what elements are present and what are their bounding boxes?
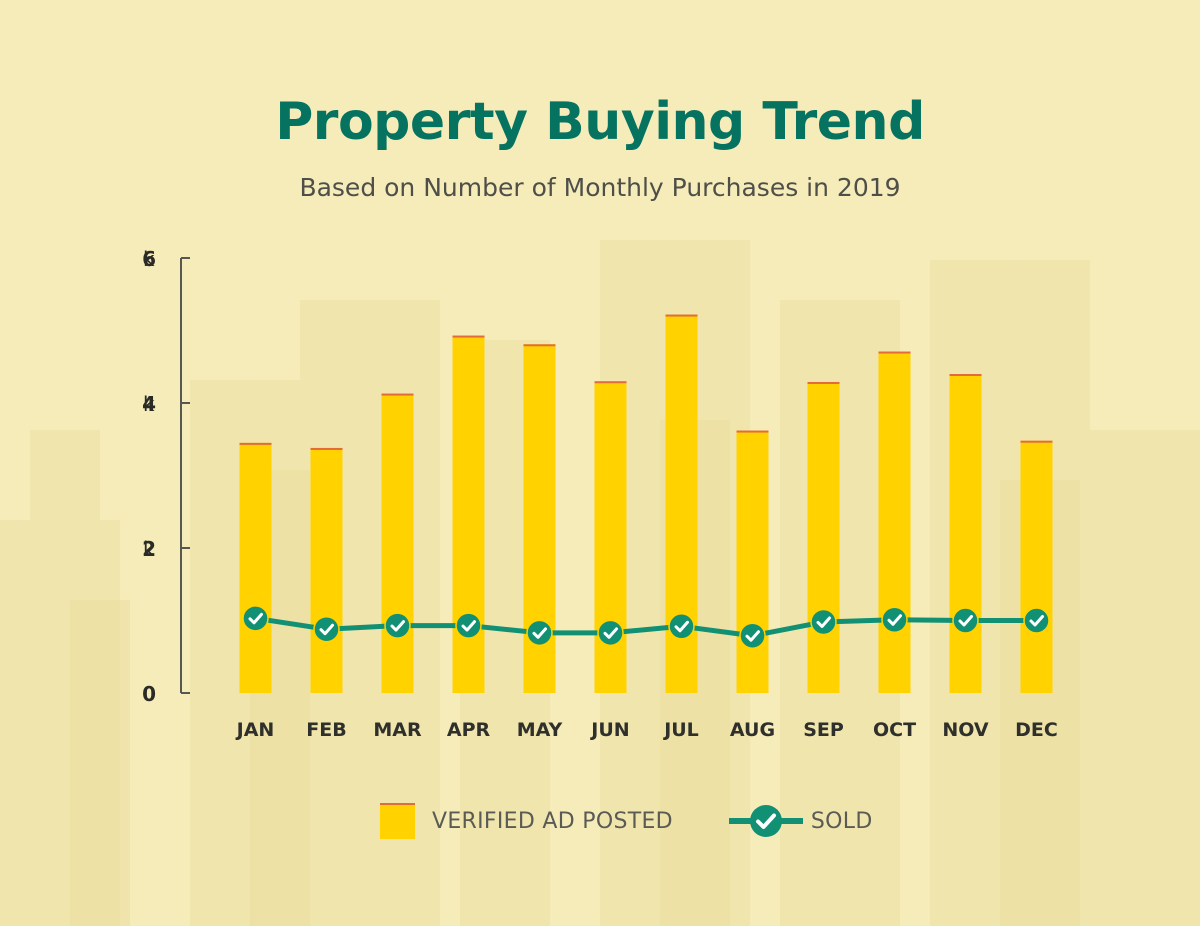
sold-line-layer [242,605,1050,649]
sold-marker [455,612,482,639]
x-tick-label-nov: NOV [942,719,989,741]
bar-cap-may [523,344,556,347]
bar-cap-aug [736,430,769,433]
check-icon [816,616,831,628]
bar-sep [807,381,840,693]
bar-cap-apr [452,335,485,338]
sold-marker [384,612,411,639]
x-tick-label-may: MAY [517,719,563,741]
check-icon [603,627,618,639]
x-tick-label-jul: JUL [662,719,699,741]
legend-item-sold: SOLD [728,803,873,839]
x-tick-label-jun: JUN [589,719,629,741]
x-tick-label-mar: MAR [373,719,422,741]
sold-point-nov [952,607,979,634]
sold-point-jan [242,605,269,632]
check-icon [532,627,547,639]
check-icon [1029,615,1044,627]
bars-layer [239,314,1053,693]
x-tick-label-dec: DEC [1015,719,1058,741]
sold-marker [1023,607,1050,634]
bar-jan [239,442,272,693]
bar-cap-dec [1020,440,1053,443]
check-icon [887,614,902,626]
sold-point-apr [455,612,482,639]
x-tick-label-oct: OCT [873,719,916,741]
x-tick-label-feb: FEB [306,719,346,741]
bar-cap-feb [310,447,343,450]
sold-point-aug [739,622,766,649]
sold-marker [668,613,695,640]
bar-cap-mar [381,393,414,396]
sold-point-feb [313,615,340,643]
sold-marker [597,619,624,647]
bar-cap-sep [807,381,840,384]
chart-title: Property Buying Trend [275,92,925,152]
sold-marker [952,607,979,634]
bar-oct [878,351,911,693]
legend-item-verified: VERIFIED AD POSTED [380,803,673,839]
sold-marker [242,605,269,632]
sold-marker [739,622,766,649]
chart-subtitle: Based on Number of Monthly Purchases in … [299,173,901,202]
sold-point-may [526,619,553,647]
x-tick-label-jan: JAN [235,719,275,741]
legend-swatch-line [728,805,803,837]
bar-dec [1020,440,1053,693]
bar-jun [594,381,627,693]
y-tick-unit-4000: k [143,392,155,416]
sold-marker [881,606,908,634]
check-icon [390,620,405,632]
y-tick-unit-2000: k [143,537,155,561]
bar-nov [949,374,982,693]
sold-point-oct [881,606,908,634]
x-axis-labels: JAN FEB MAR APR MAY JUN JUL AUG SEP OCT NOV DEC [235,719,1058,741]
bar-cap-oct [878,351,911,354]
bar-cap-jan [239,442,272,445]
sold-point-mar [384,612,411,639]
y-tick-label-6000: 6 [142,247,156,271]
check-icon [958,615,973,627]
x-tick-label-apr: APR [447,719,491,741]
bar-apr [452,335,485,693]
legend-label-sold: SOLD [810,808,873,834]
x-tick-label-sep: SEP [803,719,844,741]
check-icon [248,612,263,625]
check-icon [745,630,760,642]
legend-label-verified: VERIFIED AD POSTED [432,808,673,834]
bar-feb [310,447,343,693]
sold-marker [313,615,340,643]
legend-swatch-bar [380,803,415,839]
sold-line [253,615,1039,639]
bar-cap-nov [949,374,982,376]
y-tick-label-4000: 4 [142,392,156,416]
sold-point-jun [597,619,624,647]
x-tick-label-aug: AUG [730,719,775,741]
check-icon [319,623,334,636]
sold-marker [810,608,837,636]
bar-cap-jun [594,381,627,384]
y-tick-label-2000: 2 [142,537,156,561]
bar-mar [381,393,414,693]
sold-point-dec [1023,607,1050,634]
bar-aug [736,430,769,693]
legend: VERIFIED AD POSTED SOLD [380,800,929,842]
bar-cap-jul [665,314,698,317]
sold-point-sep [810,608,837,636]
sold-marker [526,619,553,647]
sold-point-jul [668,613,695,640]
y-tick-label-0: 0 [142,682,156,706]
check-icon [674,620,689,633]
y-tick-unit-6000: k [143,247,155,271]
check-icon [461,620,476,632]
